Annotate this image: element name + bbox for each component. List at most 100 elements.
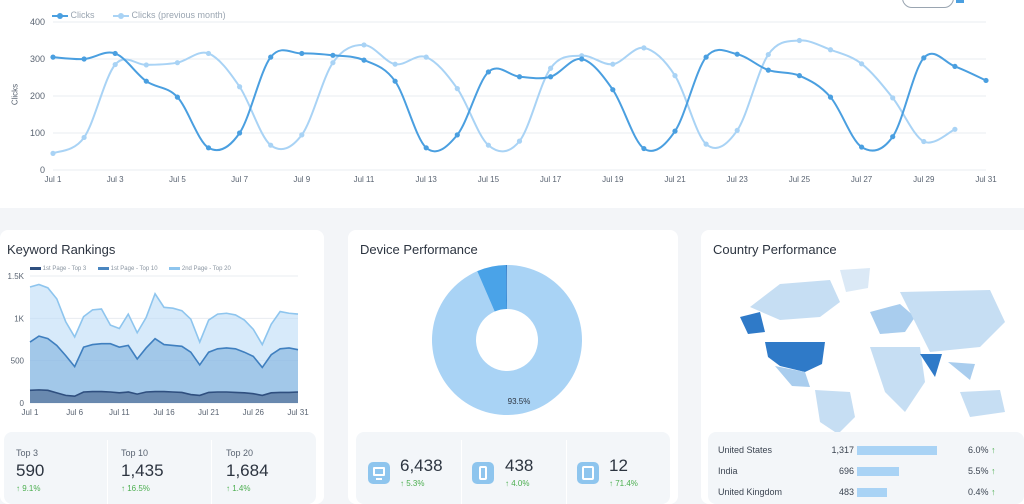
clicks-y-tick: 400 — [30, 17, 45, 27]
clicks-previous-point[interactable] — [112, 61, 118, 68]
clicks-previous-point[interactable] — [174, 60, 180, 66]
clicks-point[interactable] — [112, 50, 118, 57]
clicks-previous-point[interactable] — [299, 132, 305, 138]
clicks-x-tick: Jul 21 — [664, 175, 686, 184]
clicks-previous-point[interactable] — [890, 95, 896, 101]
clicks-previous-point[interactable] — [859, 61, 865, 67]
device-stats-panel — [356, 432, 670, 504]
clicks-point[interactable] — [641, 145, 647, 152]
clicks-previous-point[interactable] — [268, 142, 274, 148]
kw-x-tick: Jul 11 — [109, 408, 130, 417]
mobile-icon — [472, 462, 494, 484]
country-bar — [857, 446, 937, 455]
legend-previous-label[interactable]: Clicks (previous month) — [131, 10, 226, 20]
legend-top10-label[interactable]: 1st Page - Top 10 — [110, 266, 158, 272]
clicks-previous-point[interactable] — [237, 84, 243, 90]
donut-slice-mobile[interactable] — [477, 265, 507, 312]
kw-top20-line[interactable] — [29, 283, 299, 347]
clicks-previous-point[interactable] — [796, 37, 803, 44]
device-tablet-delta: ↑ 71.4% — [609, 479, 638, 488]
clicks-point[interactable] — [205, 145, 212, 151]
clicks-point[interactable] — [392, 78, 398, 84]
device-mobile-delta-value: 4.0% — [511, 479, 530, 488]
desktop-icon — [368, 462, 390, 484]
clicks-point[interactable] — [890, 134, 896, 140]
clicks-point[interactable] — [983, 77, 989, 84]
clicks-point[interactable] — [361, 57, 367, 63]
clicks-previous-point[interactable] — [485, 142, 491, 148]
clicks-point[interactable] — [703, 54, 709, 60]
legend-top20-swatch — [169, 266, 181, 270]
clicks-x-tick: Jul 31 — [975, 175, 997, 184]
clicks-previous-point[interactable] — [641, 45, 647, 51]
donut-slice-desktop[interactable] — [432, 265, 582, 415]
clicks-point[interactable] — [859, 144, 865, 150]
clicks-point[interactable] — [299, 50, 305, 57]
country-clicks: 1,317 — [831, 445, 854, 455]
clicks-point[interactable] — [827, 94, 834, 100]
clicks-previous-point[interactable] — [392, 61, 398, 67]
clicks-point[interactable] — [548, 74, 554, 80]
stat-top10-label: Top 10 — [121, 448, 149, 458]
kw-x-tick: Jul 26 — [243, 408, 265, 417]
clicks-previous-point[interactable] — [330, 60, 336, 66]
clicks-previous-point[interactable] — [827, 47, 834, 53]
clicks-previous-point[interactable] — [703, 141, 709, 147]
stat-top3-label: Top 3 — [16, 448, 39, 458]
clicks-point[interactable] — [921, 55, 927, 61]
clicks-previous-point[interactable] — [516, 138, 523, 144]
clicks-previous-point[interactable] — [672, 73, 678, 79]
clicks-previous-point[interactable] — [734, 127, 740, 134]
clicks-point[interactable] — [174, 94, 180, 100]
clicks-previous-series-line[interactable] — [52, 39, 956, 155]
clicks-previous-point[interactable] — [205, 50, 212, 57]
clicks-previous-point[interactable] — [50, 150, 56, 156]
stat-top3-delta: ↑ 9.1% — [16, 484, 41, 493]
kw-x-tick: Jul 31 — [287, 408, 309, 417]
stat-top20-value: 1,684 — [226, 461, 269, 480]
clicks-previous-point[interactable] — [81, 134, 87, 141]
keyword-stats-panel — [4, 432, 316, 504]
country-name: United Kingdom — [718, 487, 783, 497]
map-mexico — [775, 366, 810, 387]
clicks-previous-point[interactable] — [454, 86, 460, 92]
map-alaska — [740, 312, 765, 334]
legend-clicks-label[interactable]: Clicks — [70, 10, 95, 20]
clicks-previous-point[interactable] — [952, 126, 958, 132]
clicks-previous-point[interactable] — [921, 138, 927, 145]
clicks-previous-point[interactable] — [423, 54, 429, 60]
kw-top3-line[interactable] — [29, 389, 299, 398]
map-europe — [870, 304, 915, 334]
kw-top10-line[interactable] — [29, 335, 299, 369]
clicks-point[interactable] — [330, 52, 336, 58]
clicks-point[interactable] — [237, 130, 243, 136]
clicks-point[interactable] — [485, 69, 491, 75]
clicks-point[interactable] — [454, 132, 460, 138]
clicks-previous-point[interactable] — [765, 51, 771, 58]
clicks-point[interactable] — [50, 54, 56, 60]
donut-slice-tablet[interactable] — [506, 265, 507, 310]
world-map — [740, 268, 1005, 432]
clicks-point[interactable] — [423, 145, 429, 151]
clicks-point[interactable] — [81, 56, 87, 62]
clicks-point[interactable] — [765, 67, 771, 73]
clicks-previous-point[interactable] — [361, 42, 367, 48]
clicks-series-line[interactable] — [52, 49, 987, 153]
clicks-point[interactable] — [610, 87, 616, 93]
clicks-point[interactable] — [143, 78, 149, 84]
clicks-point[interactable] — [672, 128, 678, 134]
clicks-point[interactable] — [796, 73, 803, 79]
clicks-previous-point[interactable] — [143, 62, 149, 68]
legend-top3-label[interactable]: 1st Page - Top 3 — [42, 266, 87, 272]
header-icon[interactable] — [956, 0, 964, 3]
clicks-point[interactable] — [268, 54, 274, 60]
clicks-point[interactable] — [516, 74, 523, 80]
map-usa — [765, 342, 825, 372]
clicks-point[interactable] — [734, 51, 740, 57]
clicks-point[interactable] — [579, 56, 585, 62]
legend-top3-swatch — [30, 266, 41, 270]
clicks-previous-point[interactable] — [610, 61, 616, 67]
clicks-previous-point[interactable] — [548, 65, 554, 71]
clicks-point[interactable] — [952, 63, 958, 69]
legend-top20-label[interactable]: 2nd Page - Top 20 — [181, 266, 231, 272]
